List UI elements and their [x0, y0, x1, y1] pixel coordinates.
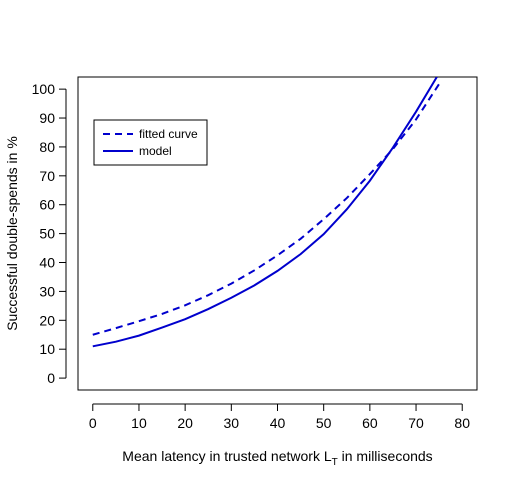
x-tick-label: 50	[316, 415, 332, 431]
series-line-model	[93, 77, 437, 346]
x-axis: 0 10 20 30 40 50 60 70 80	[89, 404, 470, 431]
y-tick-label: 80	[39, 139, 55, 155]
x-tick-label: 70	[408, 415, 424, 431]
y-tick-label: 20	[39, 312, 55, 328]
y-axis: 0 10 20 30 40 50 60 70 80 90 100	[32, 81, 66, 386]
y-tick-label: 10	[39, 341, 55, 357]
y-tick-label: 60	[39, 197, 55, 213]
y-tick-label: 0	[47, 370, 55, 386]
x-tick-label: 0	[89, 415, 97, 431]
x-tick-label: 80	[454, 415, 470, 431]
x-tick-label: 60	[362, 415, 378, 431]
y-tick-label: 90	[39, 110, 55, 126]
x-axis-title-main: Mean latency in trusted network L	[122, 448, 332, 464]
y-tick-label: 50	[39, 226, 55, 242]
y-tick-label: 70	[39, 168, 55, 184]
y-axis-title: Successful double-spends in %	[4, 136, 20, 331]
x-tick-label: 10	[131, 415, 147, 431]
y-tick-label: 40	[39, 255, 55, 271]
series-layer	[93, 77, 439, 346]
x-axis-title: Mean latency in trusted network LT in mi…	[122, 448, 432, 468]
y-tick-label: 100	[32, 81, 56, 97]
x-axis-title-suffix: in milliseconds	[338, 448, 433, 464]
y-tick-label: 30	[39, 283, 55, 299]
legend-label-model: model	[139, 144, 172, 158]
legend-label-fitted-curve: fitted curve	[139, 127, 198, 141]
legend: fitted curve model	[94, 120, 207, 165]
x-tick-label: 30	[224, 415, 240, 431]
x-tick-label: 40	[270, 415, 286, 431]
x-tick-label: 20	[177, 415, 193, 431]
